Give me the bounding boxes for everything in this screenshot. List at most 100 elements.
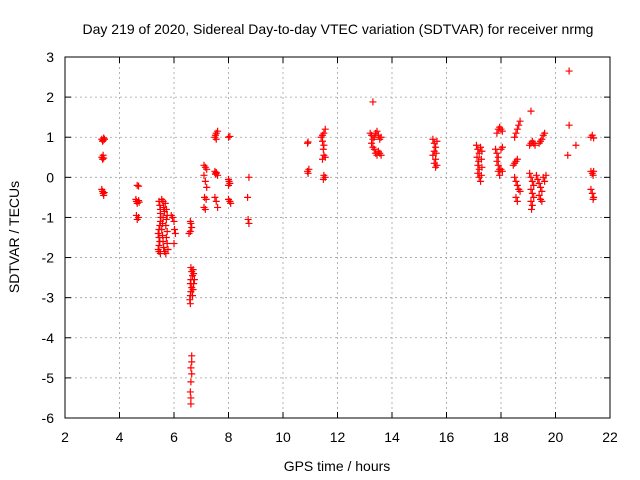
data-point (171, 225, 179, 233)
data-point (212, 135, 220, 143)
data-point (214, 127, 222, 135)
data-point (170, 217, 178, 225)
data-point (511, 173, 519, 181)
data-point (162, 250, 170, 258)
data-point (433, 161, 441, 169)
y-tick-label: -4 (42, 330, 55, 346)
data-point (534, 175, 542, 183)
data-point (474, 169, 482, 177)
data-point (589, 195, 597, 203)
data-point (321, 153, 329, 161)
data-points (98, 67, 598, 408)
data-point (211, 193, 219, 201)
data-point (187, 219, 195, 227)
data-point (530, 193, 538, 201)
data-point (528, 177, 536, 185)
data-point (530, 181, 538, 189)
data-point (245, 219, 253, 227)
data-point (473, 153, 481, 161)
grid (65, 57, 610, 418)
data-point (542, 171, 550, 179)
data-point (512, 129, 520, 137)
data-point (319, 145, 327, 153)
data-point (432, 155, 440, 163)
y-tick-label: -3 (42, 290, 55, 306)
data-point (498, 143, 506, 151)
data-point (171, 229, 179, 237)
data-point (527, 197, 535, 205)
data-point (320, 129, 328, 137)
data-point (135, 182, 143, 190)
data-point (100, 189, 108, 197)
data-point (187, 378, 195, 386)
data-point (164, 246, 172, 254)
data-point (537, 183, 545, 191)
data-point (187, 400, 195, 408)
data-point (187, 364, 195, 372)
data-point (477, 171, 485, 179)
x-tick-label: 22 (602, 429, 618, 445)
data-point (527, 107, 535, 115)
data-point (211, 170, 219, 178)
data-point (244, 193, 252, 201)
data-point (541, 129, 549, 137)
data-point (304, 169, 312, 177)
data-point (133, 181, 141, 189)
data-point (477, 155, 485, 163)
axis-ticks (64, 56, 611, 419)
data-point (588, 189, 596, 197)
data-point (305, 165, 313, 173)
data-point (498, 127, 506, 135)
data-point (477, 177, 485, 185)
data-point (211, 131, 219, 139)
y-tick-label: 3 (46, 49, 54, 65)
data-point (160, 244, 168, 252)
y-tick-label: 1 (46, 129, 54, 145)
data-point (304, 138, 312, 146)
data-point (155, 234, 163, 241)
x-tick-label: 12 (330, 429, 346, 445)
data-point (432, 149, 440, 157)
data-point (162, 215, 170, 223)
data-point (511, 133, 519, 141)
data-point (535, 191, 543, 199)
data-point (531, 141, 539, 149)
data-point (155, 242, 163, 250)
y-tick-label: 0 (46, 169, 54, 185)
data-point (493, 149, 501, 157)
data-point (472, 141, 480, 149)
data-point (189, 292, 197, 300)
data-point (527, 185, 535, 193)
data-point (214, 203, 222, 211)
y-tick-label: -6 (42, 410, 55, 426)
data-point (212, 197, 220, 205)
data-point (494, 161, 502, 169)
data-point (528, 189, 536, 197)
data-point (538, 135, 546, 143)
y-axis-label: SDTVAR / TECUs (6, 181, 22, 293)
data-point (225, 181, 232, 189)
data-point (590, 134, 598, 142)
data-point (565, 67, 573, 75)
data-point (162, 221, 170, 229)
data-point (100, 134, 108, 142)
x-tick-label: 2 (61, 429, 69, 445)
y-tick-label: -2 (42, 250, 55, 266)
data-point (565, 121, 573, 129)
y-tick-label: 2 (46, 89, 54, 105)
data-point (190, 280, 198, 288)
data-point (226, 132, 234, 140)
data-point (478, 147, 486, 155)
data-point (188, 352, 196, 360)
data-point (187, 394, 195, 402)
data-point (528, 201, 536, 209)
data-point (587, 185, 595, 193)
data-point (188, 358, 196, 366)
data-point (513, 155, 521, 163)
data-point (188, 370, 196, 378)
data-point (513, 197, 521, 205)
data-point (201, 177, 209, 185)
data-point (538, 197, 546, 205)
data-point (186, 388, 194, 396)
